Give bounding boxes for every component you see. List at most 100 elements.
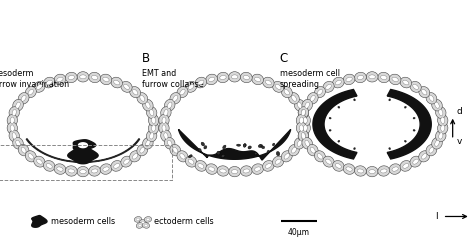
Ellipse shape xyxy=(265,80,272,85)
Ellipse shape xyxy=(441,125,445,131)
Ellipse shape xyxy=(144,217,152,222)
Ellipse shape xyxy=(13,99,23,111)
Ellipse shape xyxy=(137,218,139,221)
Text: mesoderm cell
spreading: mesoderm cell spreading xyxy=(280,69,340,89)
Ellipse shape xyxy=(134,216,142,222)
Ellipse shape xyxy=(124,84,129,89)
Ellipse shape xyxy=(426,144,437,156)
Ellipse shape xyxy=(25,87,36,98)
Ellipse shape xyxy=(338,140,340,142)
Ellipse shape xyxy=(297,140,302,146)
Ellipse shape xyxy=(141,221,145,224)
Ellipse shape xyxy=(100,164,112,174)
Ellipse shape xyxy=(198,148,201,151)
Ellipse shape xyxy=(413,159,419,164)
Ellipse shape xyxy=(338,106,340,108)
Ellipse shape xyxy=(217,151,220,155)
Ellipse shape xyxy=(302,99,312,111)
Ellipse shape xyxy=(410,81,421,92)
Ellipse shape xyxy=(12,109,16,116)
Ellipse shape xyxy=(292,95,296,101)
Ellipse shape xyxy=(262,146,264,149)
Ellipse shape xyxy=(389,148,391,150)
Ellipse shape xyxy=(252,74,264,85)
Ellipse shape xyxy=(298,107,309,119)
Ellipse shape xyxy=(10,125,14,131)
Ellipse shape xyxy=(314,87,326,98)
Ellipse shape xyxy=(292,147,296,153)
Ellipse shape xyxy=(301,133,305,139)
Ellipse shape xyxy=(28,154,34,159)
Ellipse shape xyxy=(121,81,132,92)
Ellipse shape xyxy=(426,92,437,104)
Ellipse shape xyxy=(378,72,390,83)
Ellipse shape xyxy=(177,87,188,98)
Ellipse shape xyxy=(44,77,55,88)
Ellipse shape xyxy=(44,161,55,171)
Ellipse shape xyxy=(185,81,197,92)
Ellipse shape xyxy=(438,114,448,126)
Ellipse shape xyxy=(310,95,315,101)
Ellipse shape xyxy=(10,117,14,123)
Ellipse shape xyxy=(289,92,300,104)
Ellipse shape xyxy=(206,164,218,174)
Ellipse shape xyxy=(357,169,364,173)
Ellipse shape xyxy=(34,156,45,167)
Ellipse shape xyxy=(419,87,430,98)
Ellipse shape xyxy=(378,166,390,176)
Ellipse shape xyxy=(310,147,315,153)
Ellipse shape xyxy=(34,81,45,92)
Ellipse shape xyxy=(124,159,129,164)
Ellipse shape xyxy=(132,154,138,159)
Ellipse shape xyxy=(77,167,89,177)
Ellipse shape xyxy=(159,114,169,126)
Ellipse shape xyxy=(435,102,439,108)
Ellipse shape xyxy=(317,154,323,159)
Ellipse shape xyxy=(300,122,310,134)
Text: d: d xyxy=(456,107,463,116)
Ellipse shape xyxy=(198,80,204,85)
Ellipse shape xyxy=(91,169,98,173)
Ellipse shape xyxy=(159,122,169,134)
Ellipse shape xyxy=(223,145,226,149)
Ellipse shape xyxy=(302,138,312,149)
Ellipse shape xyxy=(296,122,307,134)
Ellipse shape xyxy=(333,77,344,88)
Text: 40μm: 40μm xyxy=(288,228,310,237)
Ellipse shape xyxy=(114,80,120,85)
Ellipse shape xyxy=(142,223,150,228)
Ellipse shape xyxy=(343,74,355,85)
Ellipse shape xyxy=(438,122,448,134)
Ellipse shape xyxy=(146,140,150,146)
Ellipse shape xyxy=(177,151,188,162)
Ellipse shape xyxy=(404,140,406,142)
Ellipse shape xyxy=(259,144,263,147)
Ellipse shape xyxy=(326,159,331,164)
Bar xyxy=(0,145,173,180)
Ellipse shape xyxy=(189,155,192,158)
Ellipse shape xyxy=(231,75,238,79)
Ellipse shape xyxy=(273,143,275,146)
Ellipse shape xyxy=(273,81,284,92)
Ellipse shape xyxy=(140,147,145,153)
Ellipse shape xyxy=(400,161,411,171)
Ellipse shape xyxy=(146,107,157,119)
Ellipse shape xyxy=(300,117,303,123)
Ellipse shape xyxy=(307,92,318,104)
Ellipse shape xyxy=(298,130,309,142)
Ellipse shape xyxy=(240,72,252,83)
Ellipse shape xyxy=(36,159,42,164)
Ellipse shape xyxy=(89,72,100,83)
Ellipse shape xyxy=(137,144,148,156)
Ellipse shape xyxy=(148,122,159,134)
Ellipse shape xyxy=(303,117,307,123)
Ellipse shape xyxy=(195,77,207,88)
Ellipse shape xyxy=(289,144,300,156)
Ellipse shape xyxy=(346,77,352,81)
Ellipse shape xyxy=(323,81,334,92)
Ellipse shape xyxy=(152,125,155,131)
Ellipse shape xyxy=(162,117,166,123)
Ellipse shape xyxy=(419,151,430,162)
Ellipse shape xyxy=(357,76,364,79)
Ellipse shape xyxy=(392,167,398,171)
